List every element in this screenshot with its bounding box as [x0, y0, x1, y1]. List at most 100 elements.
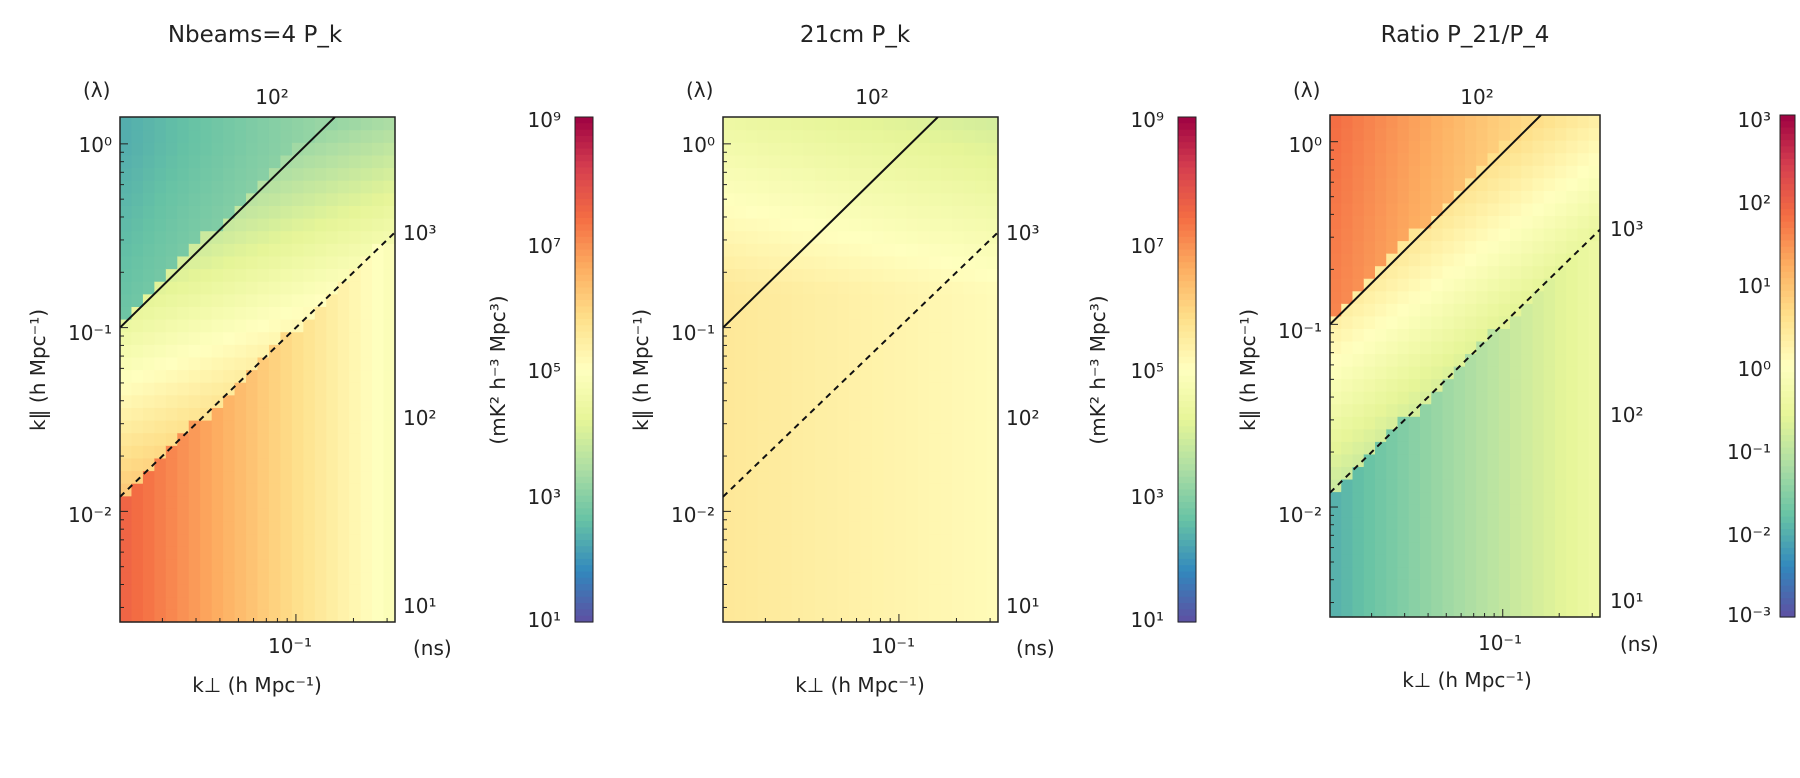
- heatmap-cell: [1408, 328, 1421, 342]
- heatmap-cell: [940, 129, 953, 143]
- heatmap-cell: [1386, 378, 1399, 392]
- right-tick-label: 10³: [1006, 221, 1039, 245]
- heatmap-cell: [383, 558, 396, 573]
- heatmap-cell: [860, 344, 873, 358]
- heatmap-cell: [1555, 253, 1567, 267]
- heatmap-cell: [780, 508, 793, 522]
- heatmap-cell: [780, 356, 793, 371]
- heatmap-cell: [257, 394, 270, 408]
- heatmap-cell: [1375, 202, 1387, 216]
- heatmap-cell: [200, 117, 213, 131]
- heatmap-cell: [1386, 177, 1399, 191]
- heatmap-cell: [1521, 190, 1534, 204]
- heatmap-cell: [223, 167, 236, 181]
- heatmap-cell: [120, 609, 133, 623]
- heatmap-cell: [803, 331, 816, 345]
- heatmap-cell: [803, 470, 816, 484]
- heatmap-cell: [383, 319, 396, 333]
- heatmap-cell: [860, 445, 873, 459]
- heatmap-cell: [986, 420, 999, 434]
- heatmap-cell: [986, 205, 999, 219]
- heatmap-cell: [975, 584, 988, 598]
- heatmap-cell: [723, 255, 736, 270]
- heatmap-cell: [917, 205, 930, 219]
- heatmap-cell: [986, 117, 999, 131]
- heatmap-cell: [1431, 240, 1444, 254]
- heatmap-cell: [314, 369, 327, 383]
- heatmap-cell: [1577, 516, 1590, 530]
- heatmap-cell: [1487, 165, 1500, 179]
- heatmap-cell: [349, 457, 362, 472]
- heatmap-cell: [1498, 215, 1511, 229]
- colorbar-swatch: [1178, 230, 1196, 238]
- heatmap-cell: [1408, 428, 1421, 442]
- heatmap-cell: [791, 521, 804, 535]
- heatmap-cell: [1555, 140, 1567, 154]
- heatmap-cell: [1363, 466, 1376, 480]
- heatmap-cell: [1420, 416, 1432, 430]
- heatmap-cell: [757, 192, 770, 206]
- heatmap-cell: [883, 533, 896, 547]
- heatmap-cell: [131, 508, 144, 522]
- heatmap-cell: [211, 470, 224, 484]
- colorbar-swatch: [1178, 243, 1196, 251]
- heatmap-cell: [1555, 516, 1567, 530]
- heatmap-cell: [1420, 441, 1432, 455]
- heatmap-cell: [1363, 403, 1376, 417]
- heatmap-cell: [234, 596, 247, 610]
- heatmap: [1330, 115, 1601, 618]
- heatmap-cell: [1420, 140, 1432, 154]
- heatmap-cell: [826, 129, 839, 143]
- heatmap-cell: [963, 445, 976, 459]
- heatmap-cell: [1442, 140, 1455, 154]
- heatmap-cell: [1341, 441, 1354, 455]
- heatmap-cell: [1555, 504, 1567, 518]
- heatmap-cell: [1397, 127, 1410, 141]
- heatmap-cell: [142, 407, 155, 421]
- heatmap-cell: [177, 584, 190, 598]
- heatmap-cell: [1465, 165, 1477, 179]
- heatmap-cell: [780, 533, 793, 547]
- heatmap-cell: [860, 319, 873, 333]
- heatmap-cell: [154, 445, 167, 459]
- colorbar-swatch: [575, 596, 593, 604]
- heatmap-cell: [268, 609, 282, 623]
- heatmap-cell: [1386, 315, 1399, 329]
- heatmap-cell: [165, 558, 178, 573]
- heatmap-cell: [1588, 491, 1601, 505]
- heatmap-cell: [268, 117, 282, 131]
- heatmap-cell: [1363, 579, 1376, 593]
- heatmap-cell: [372, 394, 385, 408]
- heatmap-cell: [723, 420, 736, 434]
- heatmap-cell: [791, 154, 804, 169]
- heatmap-cell: [268, 268, 282, 282]
- heatmap-cell: [745, 558, 758, 573]
- heatmap-cell: [1352, 265, 1365, 279]
- colorbar-swatch: [1178, 577, 1196, 585]
- heatmap-cell: [940, 445, 953, 459]
- heatmap-cell: [1588, 303, 1601, 317]
- heatmap-cell: [131, 344, 144, 358]
- heatmap-cell: [211, 432, 224, 446]
- heatmap-cell: [131, 445, 144, 459]
- heatmap-cell: [929, 432, 942, 446]
- heatmap-cell: [1453, 541, 1466, 555]
- heatmap-cell: [940, 584, 953, 598]
- heatmap-cell: [303, 382, 316, 396]
- colorbar-swatch: [1178, 274, 1196, 282]
- heatmap-cell: [734, 394, 747, 408]
- heatmap-cell: [291, 432, 304, 446]
- heatmap-cell: [234, 394, 247, 408]
- heatmap-cell: [826, 142, 839, 156]
- heatmap-cell: [780, 495, 793, 509]
- heatmap-cell: [303, 243, 316, 257]
- heatmap-cell: [826, 483, 839, 497]
- heatmap-cell: [814, 495, 827, 509]
- colorbar-swatch: [575, 300, 593, 307]
- heatmap-cell: [975, 180, 988, 194]
- heatmap-cell: [1498, 378, 1511, 392]
- heatmap-cell: [326, 129, 339, 143]
- heatmap-cell: [280, 142, 293, 156]
- heatmap-cell: [1588, 554, 1601, 568]
- heatmap-cell: [803, 558, 816, 573]
